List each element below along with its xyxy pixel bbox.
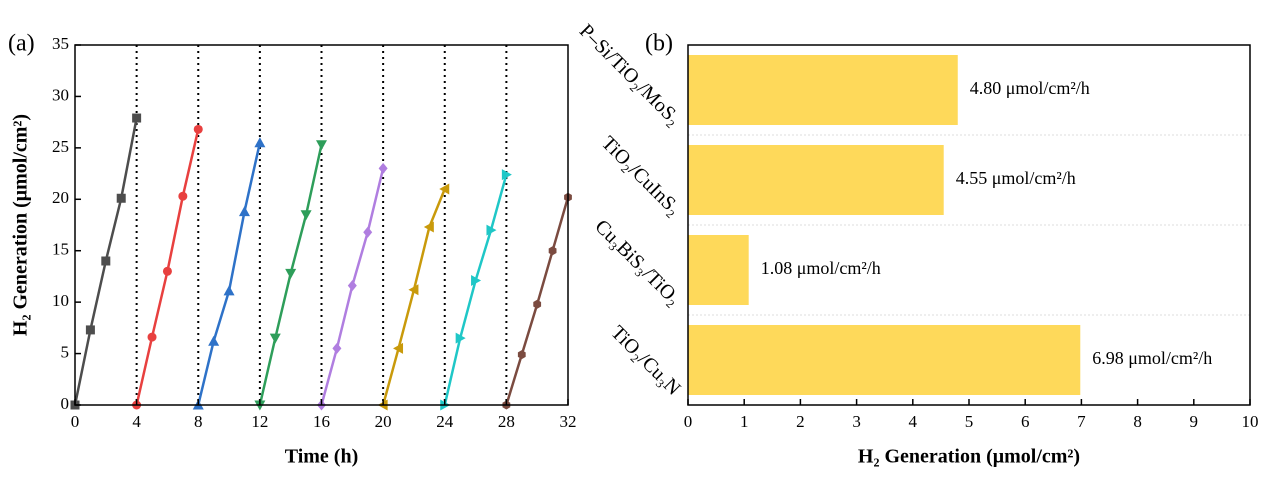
data-point [363, 226, 373, 238]
x-tick-label: 8 [194, 412, 203, 431]
category-label: TiO₂/CuInS₂ [597, 132, 685, 220]
data-point [517, 350, 526, 360]
y-tick-label: 35 [52, 34, 69, 53]
data-point [116, 193, 126, 203]
data-point [101, 256, 111, 266]
x-tick-label: 28 [498, 412, 515, 431]
x-tick-label: 6 [1021, 412, 1030, 431]
bar [688, 235, 749, 305]
series-line [381, 188, 446, 406]
data-point [193, 124, 203, 134]
x-tick-label: 10 [1242, 412, 1259, 431]
data-point [548, 246, 557, 256]
y-tick-label: 15 [52, 240, 69, 259]
data-point [208, 335, 220, 346]
x-tick-label: 20 [375, 412, 392, 431]
panel-label: (b) [645, 31, 673, 57]
x-tick-label: 4 [132, 412, 141, 431]
x-tick-label: 9 [1190, 412, 1199, 431]
data-point [162, 266, 172, 276]
data-point [408, 284, 419, 296]
value-label: 4.80 μmol/cm²/h [970, 78, 1090, 98]
data-point [254, 137, 266, 148]
x-tick-label: 24 [436, 412, 454, 431]
series-line [197, 142, 262, 406]
y-tick-label: 25 [52, 137, 69, 156]
data-point [455, 332, 466, 344]
category-label: TiO₂/Cu₃N [606, 321, 684, 399]
category-label: Cu₃BiS₃/TiO₂ [590, 215, 684, 309]
y-tick-label: 10 [52, 291, 69, 310]
x-tick-label: 7 [1077, 412, 1086, 431]
x-tick-label: 16 [313, 412, 330, 431]
data-point [285, 268, 297, 279]
data-point [332, 342, 342, 354]
value-label: 4.55 μmol/cm²/h [956, 168, 1076, 188]
data-point [378, 162, 388, 174]
data-point [423, 221, 434, 233]
data-point [486, 224, 497, 236]
x-tick-label: 4 [909, 412, 918, 431]
bar [688, 325, 1081, 395]
data-point [393, 342, 404, 354]
data-point [132, 113, 142, 123]
y-tick-label: 20 [52, 188, 69, 207]
data-point [533, 299, 542, 309]
x-tick-label: 5 [965, 412, 974, 431]
x-tick-label: 3 [852, 412, 861, 431]
x-tick-label: 12 [251, 412, 268, 431]
series-line [443, 174, 508, 406]
data-point [147, 332, 157, 342]
data-point [439, 183, 450, 195]
data-point [223, 285, 235, 296]
data-point [300, 210, 312, 221]
x-tick-label: 0 [71, 412, 80, 431]
data-point [501, 169, 512, 181]
data-point [269, 333, 281, 344]
data-point [316, 140, 327, 151]
data-point [238, 206, 250, 217]
value-label: 6.98 μmol/cm²/h [1092, 348, 1212, 368]
y-axis-title: H₂ Generation (μmol/cm²) [10, 114, 32, 336]
x-axis-title: H₂ Generation (μmol/cm²) [858, 446, 1080, 468]
data-point [347, 280, 357, 292]
x-tick-label: 1 [740, 412, 749, 431]
value-label: 1.08 μmol/cm²/h [761, 258, 881, 278]
y-tick-label: 5 [61, 342, 70, 361]
x-axis-title: Time (h) [285, 446, 359, 468]
data-point [85, 325, 95, 335]
bar [688, 145, 944, 215]
y-tick-label: 30 [52, 85, 69, 104]
panel-label: (a) [8, 31, 35, 57]
bar [688, 55, 958, 125]
x-tick-label: 2 [796, 412, 805, 431]
x-tick-label: 8 [1133, 412, 1142, 431]
x-tick-label: 0 [684, 412, 693, 431]
data-point [471, 275, 482, 287]
data-point [178, 191, 188, 201]
y-tick-label: 0 [61, 394, 70, 413]
x-tick-label: 32 [560, 412, 577, 431]
